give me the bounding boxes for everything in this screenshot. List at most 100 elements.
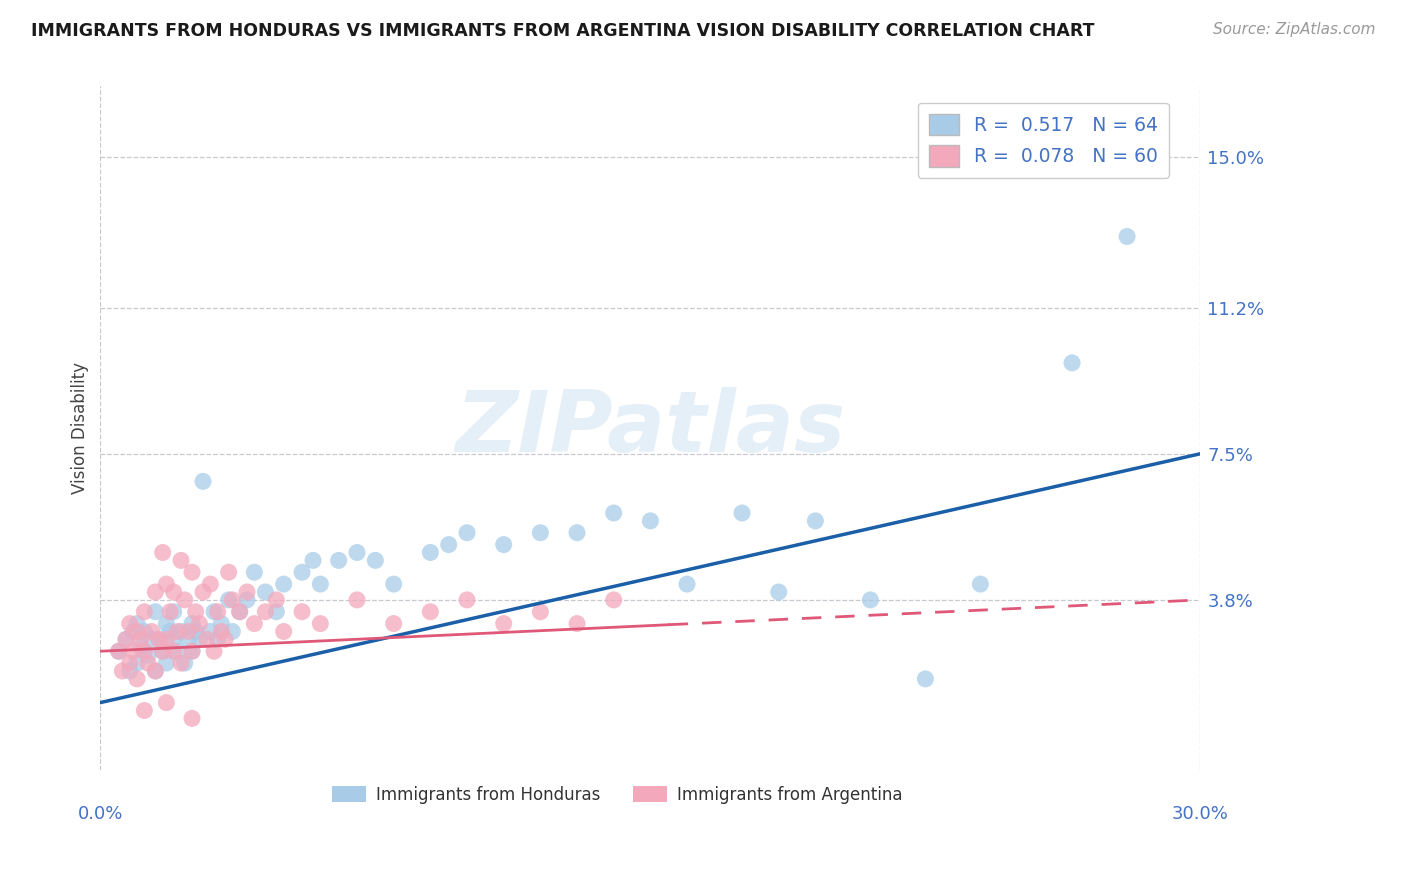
Point [136, 648, 159, 663]
Point [136, 656, 159, 670]
Point [492, 616, 515, 631]
Point [195, 632, 218, 647]
Point [163, 632, 186, 647]
Point [382, 577, 405, 591]
Point [118, 664, 141, 678]
Point [969, 577, 991, 591]
Point [181, 566, 204, 580]
Point [804, 514, 827, 528]
Point [266, 605, 288, 619]
Point [148, 632, 170, 647]
Point [209, 616, 232, 631]
Point [243, 616, 266, 631]
Point [273, 577, 295, 591]
Point [111, 664, 134, 678]
Point [152, 644, 174, 658]
Point [122, 624, 145, 639]
Point [218, 566, 240, 580]
Point [141, 624, 163, 639]
Text: 0.0%: 0.0% [77, 805, 124, 823]
Point [181, 711, 204, 725]
Point [125, 672, 148, 686]
Point [155, 616, 177, 631]
Point [129, 632, 152, 647]
Point [191, 475, 214, 489]
Point [228, 605, 250, 619]
Point [221, 624, 243, 639]
Point [141, 632, 163, 647]
Point [181, 616, 204, 631]
Point [302, 553, 325, 567]
Point [207, 605, 229, 619]
Point [170, 553, 193, 567]
Point [859, 593, 882, 607]
Point [143, 664, 166, 678]
Point [209, 624, 232, 639]
Point [602, 506, 624, 520]
Point [118, 656, 141, 670]
Point [134, 644, 156, 658]
Point [122, 644, 145, 658]
Point [173, 593, 195, 607]
Point [309, 577, 332, 591]
Point [529, 525, 551, 540]
Point [529, 605, 551, 619]
Point [419, 605, 441, 619]
Point [166, 624, 188, 639]
Point [125, 624, 148, 639]
Point [273, 624, 295, 639]
Point [107, 644, 129, 658]
Point [107, 644, 129, 658]
Point [768, 585, 790, 599]
Point [188, 632, 211, 647]
Point [125, 656, 148, 670]
Point [346, 545, 368, 559]
Point [173, 656, 195, 670]
Point [148, 632, 170, 647]
Point [170, 624, 193, 639]
Point [181, 644, 204, 658]
Point [565, 616, 588, 631]
Point [152, 644, 174, 658]
Point [184, 624, 207, 639]
Point [125, 616, 148, 631]
Text: 30.0%: 30.0% [1173, 805, 1229, 823]
Point [118, 616, 141, 631]
Legend: Immigrants from Honduras, Immigrants from Argentina: Immigrants from Honduras, Immigrants fro… [326, 780, 908, 811]
Point [159, 605, 181, 619]
Point [1060, 356, 1083, 370]
Point [188, 616, 211, 631]
Y-axis label: Vision Disability: Vision Disability [72, 362, 89, 494]
Point [134, 704, 156, 718]
Point [731, 506, 754, 520]
Point [152, 545, 174, 559]
Point [134, 624, 156, 639]
Point [143, 605, 166, 619]
Point [291, 605, 314, 619]
Point [309, 616, 332, 631]
Point [200, 624, 222, 639]
Point [243, 566, 266, 580]
Point [181, 644, 204, 658]
Point [143, 664, 166, 678]
Point [200, 577, 222, 591]
Point [456, 525, 478, 540]
Point [202, 644, 225, 658]
Point [565, 525, 588, 540]
Point [159, 624, 181, 639]
Point [266, 593, 288, 607]
Point [382, 616, 405, 631]
Point [115, 632, 138, 647]
Point [143, 585, 166, 599]
Point [492, 538, 515, 552]
Point [166, 644, 188, 658]
Point [177, 624, 200, 639]
Point [218, 593, 240, 607]
Point [221, 593, 243, 607]
Point [236, 593, 259, 607]
Point [129, 640, 152, 655]
Text: ZIPatlas: ZIPatlas [456, 386, 845, 469]
Point [207, 632, 229, 647]
Point [134, 605, 156, 619]
Point [437, 538, 460, 552]
